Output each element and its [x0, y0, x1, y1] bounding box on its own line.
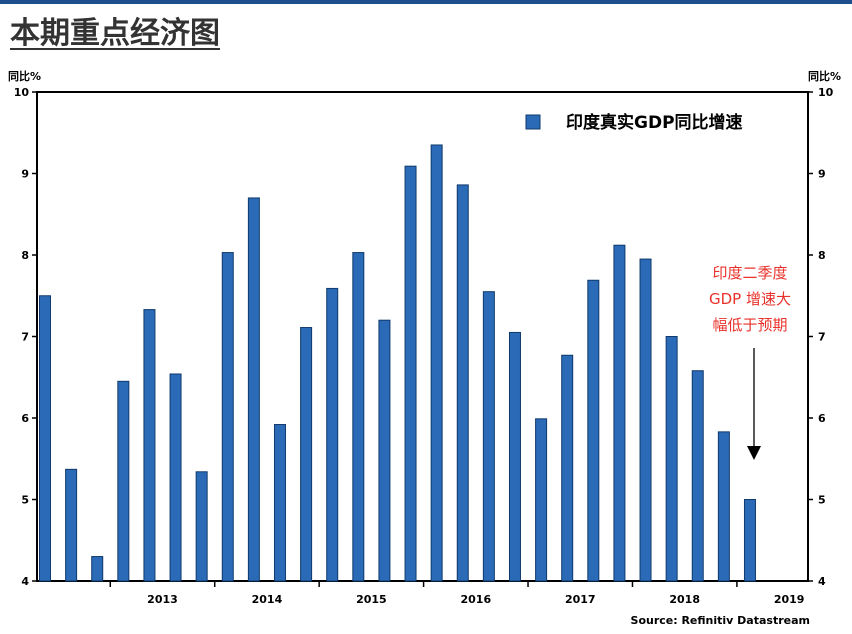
y-axis-right-unit: 同比%	[808, 69, 841, 83]
bar	[508, 331, 521, 582]
x-tick-label: 2019	[774, 593, 805, 606]
x-tick-label: 2015	[356, 593, 387, 606]
bar	[247, 197, 260, 582]
bar	[39, 295, 51, 582]
bar	[613, 244, 626, 582]
y-tick-label: 7	[818, 331, 826, 344]
bar	[639, 258, 652, 582]
bar	[665, 336, 678, 582]
bar	[195, 471, 208, 582]
header-rule	[0, 0, 852, 4]
legend-label: 印度真实GDP同比增速	[566, 112, 743, 133]
bar-series	[39, 144, 756, 582]
bar	[273, 424, 286, 582]
bar	[456, 184, 469, 582]
annotation-line: 幅低于预期	[712, 316, 787, 334]
bar	[404, 165, 417, 582]
y-tick-label: 8	[818, 249, 826, 262]
bar	[691, 370, 704, 582]
bar	[65, 468, 78, 582]
source-note: Source: Refinitiv Datastream	[631, 614, 810, 627]
bar	[482, 291, 495, 582]
annotation-arrow	[747, 348, 761, 460]
x-tick-label: 2017	[565, 593, 596, 606]
y-tick-label: 5	[21, 494, 29, 507]
x-tick-label: 2014	[252, 593, 283, 606]
page-title: 本期重点经济图	[10, 16, 220, 51]
x-tick-label: 2013	[147, 593, 178, 606]
y-tick-label: 9	[818, 168, 826, 181]
bar	[117, 380, 130, 582]
y-tick-label: 6	[818, 412, 826, 425]
bar	[352, 252, 365, 582]
y-tick-label: 4	[21, 575, 29, 588]
bar	[561, 354, 574, 582]
annotation-note: 印度二季度 GDP 增速大 幅低于预期	[709, 264, 791, 334]
y-tick-label: 9	[21, 168, 29, 181]
y-tick-label: 8	[21, 249, 29, 262]
bar	[717, 431, 730, 582]
bar	[169, 373, 182, 582]
bar	[535, 418, 548, 582]
y-tick-label: 4	[818, 575, 826, 588]
annotation-line: GDP 增速大	[709, 290, 791, 308]
x-tick-label: 2018	[669, 593, 700, 606]
bar	[743, 499, 756, 582]
y-tick-label: 6	[21, 412, 29, 425]
legend-swatch	[525, 114, 541, 130]
bar	[221, 252, 234, 582]
bar	[91, 556, 104, 582]
y-tick-label: 10	[14, 86, 30, 99]
bar	[430, 144, 443, 582]
annotation-line: 印度二季度	[712, 264, 787, 282]
bar	[587, 279, 600, 582]
bar	[143, 309, 156, 582]
y-axis-left-unit: 同比%	[8, 69, 41, 83]
y-axis-left: 4 5 6 7 8 9 10	[14, 86, 37, 588]
y-tick-label: 5	[818, 494, 826, 507]
bar	[378, 319, 391, 582]
y-axis-right: 4 5 6 7 8 9 10	[808, 86, 834, 588]
bar	[300, 327, 313, 582]
x-tick-label: 2016	[461, 593, 492, 606]
x-axis: 2013 2014 2015 2016 2017 2018 2019	[109, 581, 805, 606]
y-tick-label: 10	[818, 86, 834, 99]
bar	[326, 287, 339, 582]
y-tick-label: 7	[21, 331, 29, 344]
